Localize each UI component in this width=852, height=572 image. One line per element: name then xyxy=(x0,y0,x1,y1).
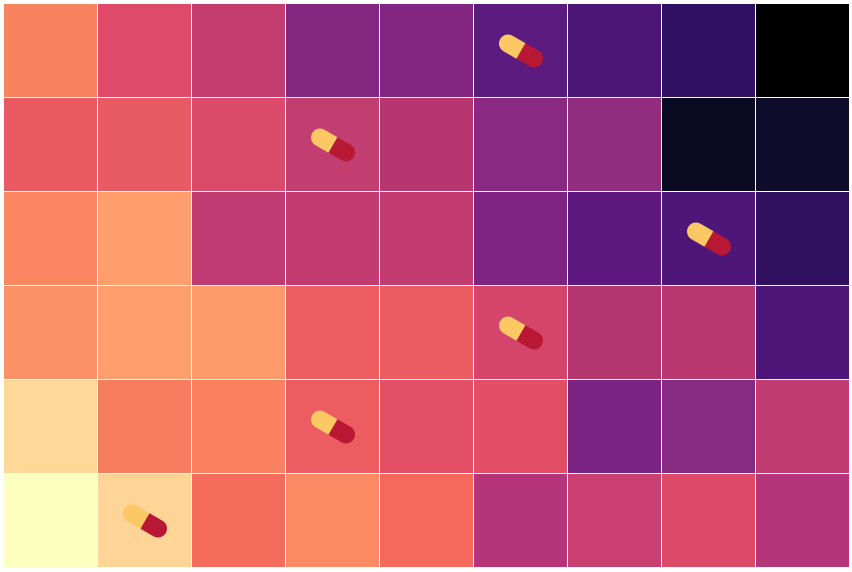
cell[interactable] xyxy=(568,98,661,191)
cell[interactable] xyxy=(4,98,97,191)
cell[interactable] xyxy=(286,4,379,97)
cell[interactable] xyxy=(4,380,97,473)
cell[interactable] xyxy=(756,192,849,285)
pill-half-red xyxy=(328,137,355,162)
pill-half-red xyxy=(704,231,731,256)
pill-half-red xyxy=(140,513,167,538)
pill[interactable] xyxy=(496,313,547,353)
pill[interactable] xyxy=(496,31,547,71)
cell[interactable] xyxy=(662,286,755,379)
cell[interactable] xyxy=(380,380,473,473)
cell[interactable] xyxy=(192,4,285,97)
pill-half-red xyxy=(516,325,543,350)
cell[interactable] xyxy=(4,474,97,567)
cell[interactable] xyxy=(286,474,379,567)
cell[interactable] xyxy=(380,474,473,567)
pill-half-yellow xyxy=(311,128,338,153)
cell[interactable] xyxy=(568,474,661,567)
pill[interactable] xyxy=(308,125,359,165)
cell[interactable] xyxy=(98,4,191,97)
pill[interactable] xyxy=(308,407,359,447)
cell[interactable] xyxy=(662,474,755,567)
cell[interactable] xyxy=(192,380,285,473)
cell[interactable] xyxy=(568,286,661,379)
cell[interactable] xyxy=(568,4,661,97)
cell[interactable] xyxy=(192,192,285,285)
cell[interactable] xyxy=(380,4,473,97)
cell[interactable] xyxy=(4,286,97,379)
cell[interactable] xyxy=(662,98,755,191)
cell[interactable] xyxy=(98,286,191,379)
pill-half-yellow xyxy=(499,316,526,341)
cell[interactable] xyxy=(380,192,473,285)
pill-half-red xyxy=(516,43,543,68)
cell[interactable] xyxy=(756,286,849,379)
cell[interactable] xyxy=(98,98,191,191)
cell[interactable] xyxy=(474,192,567,285)
cell[interactable] xyxy=(756,98,849,191)
cell[interactable] xyxy=(474,380,567,473)
cell[interactable] xyxy=(192,286,285,379)
cell[interactable] xyxy=(662,4,755,97)
pill[interactable] xyxy=(684,219,735,259)
cell[interactable] xyxy=(568,380,661,473)
cell[interactable] xyxy=(756,380,849,473)
pill-half-yellow xyxy=(499,34,526,59)
cell[interactable] xyxy=(98,380,191,473)
cell[interactable] xyxy=(286,286,379,379)
cell[interactable] xyxy=(474,98,567,191)
cell[interactable] xyxy=(286,192,379,285)
cell[interactable] xyxy=(474,474,567,567)
pill-half-yellow xyxy=(311,410,338,435)
cell[interactable] xyxy=(380,286,473,379)
cell[interactable] xyxy=(756,474,849,567)
cell[interactable] xyxy=(192,98,285,191)
cell[interactable] xyxy=(380,98,473,191)
pill-half-red xyxy=(328,419,355,444)
pill-half-yellow xyxy=(123,504,150,529)
cell[interactable] xyxy=(756,4,849,97)
cell[interactable] xyxy=(662,380,755,473)
cell[interactable] xyxy=(568,192,661,285)
pill-half-yellow xyxy=(687,222,714,247)
pill[interactable] xyxy=(120,501,171,541)
cell[interactable] xyxy=(192,474,285,567)
cell[interactable] xyxy=(4,4,97,97)
cell[interactable] xyxy=(98,192,191,285)
cell[interactable] xyxy=(4,192,97,285)
